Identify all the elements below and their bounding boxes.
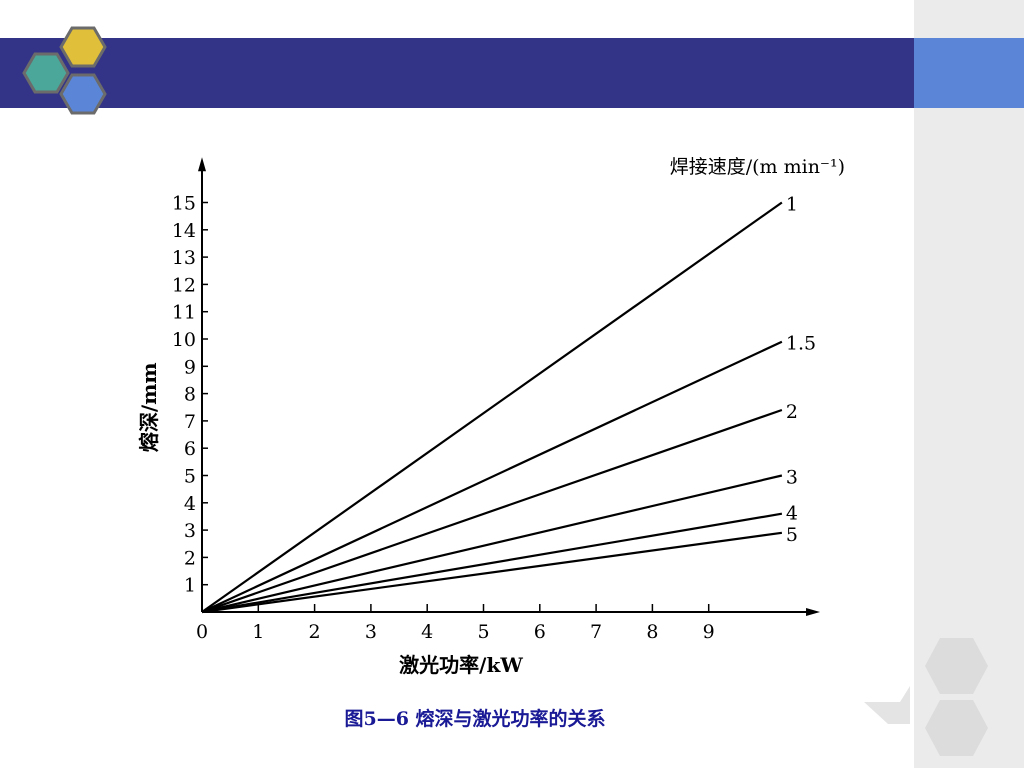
y-tick-label: 12 (172, 274, 196, 296)
series-label-4: 4 (786, 503, 798, 525)
x-tick-label: 3 (365, 621, 377, 643)
series-line-3 (201, 474, 783, 614)
x-tick-label: 6 (534, 621, 546, 643)
x-tick-label: 9 (703, 621, 715, 643)
series-line-1.5 (201, 340, 783, 613)
series-label-3: 3 (786, 467, 798, 489)
hexagon-teal (22, 52, 70, 94)
y-axis-arrow (198, 157, 206, 172)
x-tick-label: 4 (421, 621, 433, 643)
y-tick-label: 6 (184, 438, 196, 460)
figure-caption: 图5—6 熔深与激光功率的关系 (344, 708, 606, 730)
series-label-5: 5 (786, 524, 798, 546)
y-tick-label: 9 (184, 356, 196, 378)
title-bar-accent (914, 38, 1024, 108)
series-line-5 (201, 531, 783, 614)
chart-axes (198, 157, 821, 616)
y-tick-label: 15 (172, 193, 196, 215)
decorative-hexagons-icon (864, 638, 988, 756)
x-tick-label: 7 (590, 621, 602, 643)
x-tick-label: 1 (252, 621, 264, 643)
hexagon-logo-icon (22, 26, 107, 115)
y-tick-label: 4 (184, 493, 196, 515)
x-tick-label: 2 (309, 621, 321, 643)
y-tick-label: 5 (184, 466, 196, 488)
hexagon-blue (59, 73, 107, 115)
series-line-4 (201, 512, 783, 614)
y-tick-label: 7 (184, 411, 196, 433)
hexagon-gold (59, 26, 107, 68)
series-line-1 (201, 201, 783, 613)
y-tick-label: 10 (172, 329, 196, 351)
y-tick-label: 11 (172, 302, 196, 324)
series-label-1: 1 (786, 194, 798, 216)
x-tick-label: 8 (646, 621, 658, 643)
x-axis-title: 激光功率/kW (399, 653, 523, 677)
y-tick-label: 8 (184, 384, 196, 406)
chart-series (201, 201, 783, 614)
y-tick-label: 13 (172, 247, 196, 269)
series-label-2: 2 (786, 401, 798, 423)
y-tick-label: 1 (184, 575, 196, 597)
x-tick-label: 0 (196, 621, 208, 643)
x-axis-arrow (806, 608, 821, 616)
y-axis-title: 熔深/mm (137, 362, 161, 452)
y-tick-label: 3 (184, 520, 196, 542)
series-label-1.5: 1.5 (786, 333, 816, 355)
legend-title: 焊接速度/(m min⁻¹) (670, 156, 845, 178)
y-tick-label: 14 (172, 220, 196, 242)
y-tick-label: 2 (184, 547, 196, 569)
x-tick-label: 5 (477, 621, 489, 643)
series-line-2 (201, 408, 783, 614)
title-bar (0, 38, 914, 108)
